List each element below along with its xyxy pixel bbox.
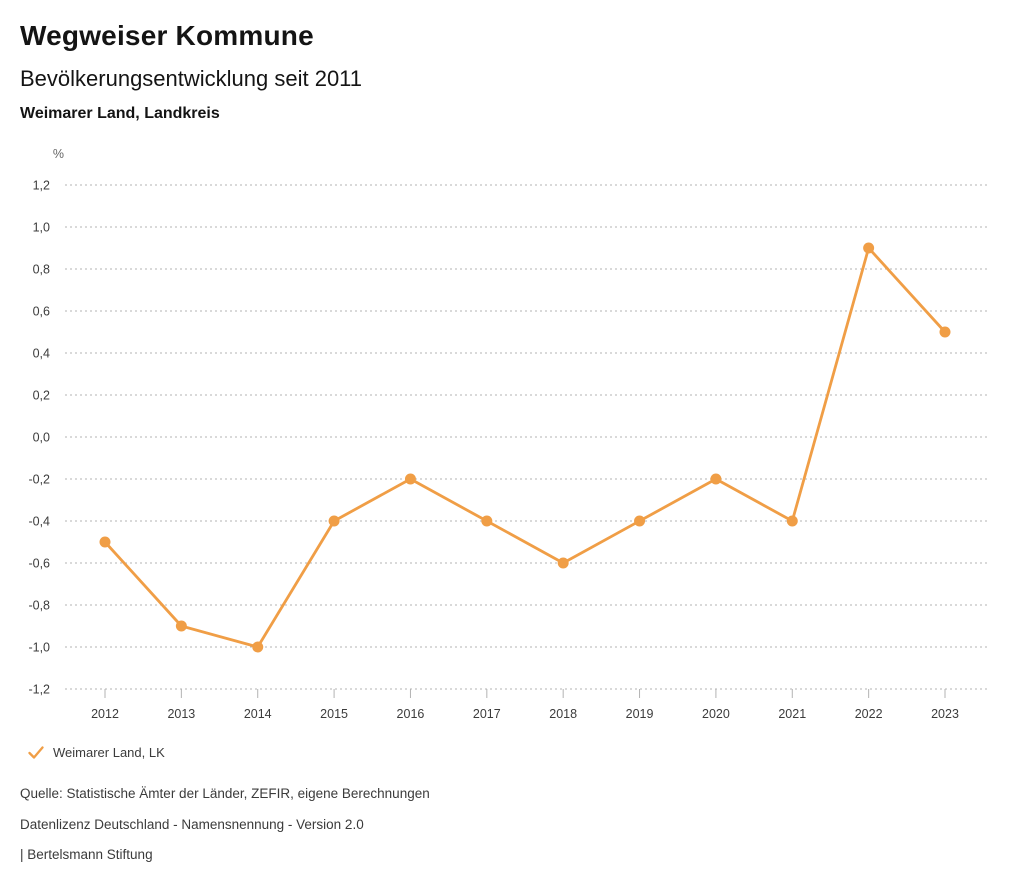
- data-point[interactable]: [404, 473, 416, 485]
- data-point[interactable]: [557, 557, 569, 569]
- attribution-text: | Bertelsmann Stiftung: [20, 847, 153, 862]
- x-tick-label: 2018: [549, 707, 577, 721]
- data-point[interactable]: [939, 326, 951, 338]
- y-tick-label: 0,2: [33, 389, 50, 403]
- legend-label: Weimarer Land, LK: [53, 745, 165, 760]
- y-tick-label: 0,4: [33, 347, 50, 361]
- data-point[interactable]: [175, 620, 187, 632]
- y-axis-unit-label: %: [53, 147, 64, 161]
- x-tick-label: 2022: [855, 707, 883, 721]
- legend-item[interactable]: Weimarer Land, LK: [28, 745, 165, 760]
- y-tick-label: -0,4: [28, 515, 50, 529]
- y-tick-label: -1,0: [28, 641, 50, 655]
- y-tick-label: 1,0: [33, 221, 50, 235]
- data-point[interactable]: [863, 242, 875, 254]
- y-tick-label: 0,8: [33, 263, 50, 277]
- x-tick-label: 2015: [320, 707, 348, 721]
- x-tick-label: 2019: [626, 707, 654, 721]
- data-point[interactable]: [710, 473, 722, 485]
- data-point[interactable]: [786, 515, 798, 527]
- data-point[interactable]: [328, 515, 340, 527]
- x-tick-label: 2012: [91, 707, 119, 721]
- x-tick-label: 2021: [778, 707, 806, 721]
- x-tick-label: 2013: [167, 707, 195, 721]
- y-tick-label: 0,6: [33, 305, 50, 319]
- x-tick-label: 2014: [244, 707, 272, 721]
- y-tick-label: -0,2: [28, 473, 50, 487]
- y-tick-label: -0,6: [28, 557, 50, 571]
- x-tick-label: 2020: [702, 707, 730, 721]
- source-text: Quelle: Statistische Ämter der Länder, Z…: [20, 786, 430, 801]
- chart-title: Bevölkerungsentwicklung seit 2011: [20, 66, 363, 91]
- data-point[interactable]: [252, 641, 264, 653]
- data-point[interactable]: [99, 536, 111, 548]
- page-title: Wegweiser Kommune: [20, 20, 314, 51]
- line-chart: 1,2 1,0 0,8 0,6 0,4 0,2 0,0 -0,2 -0,4 -0,6 -0,8 -1,…: [28, 147, 990, 721]
- trend-line: [103, 246, 947, 649]
- check-icon: [28, 746, 44, 759]
- y-tick-label: 0,0: [33, 431, 50, 445]
- data-point[interactable]: [634, 515, 646, 527]
- x-tick-label: 2016: [397, 707, 425, 721]
- y-tick-label: -0,8: [28, 599, 50, 613]
- x-tick-label: 2017: [473, 707, 501, 721]
- data-point[interactable]: [481, 515, 493, 527]
- y-tick-label: 1,2: [33, 179, 50, 193]
- x-tick-label: 2023: [931, 707, 959, 721]
- y-tick-label: -1,2: [28, 683, 50, 697]
- license-text: Datenlizenz Deutschland - Namensnennung …: [20, 817, 364, 832]
- region-label: Weimarer Land, Landkreis: [20, 105, 220, 122]
